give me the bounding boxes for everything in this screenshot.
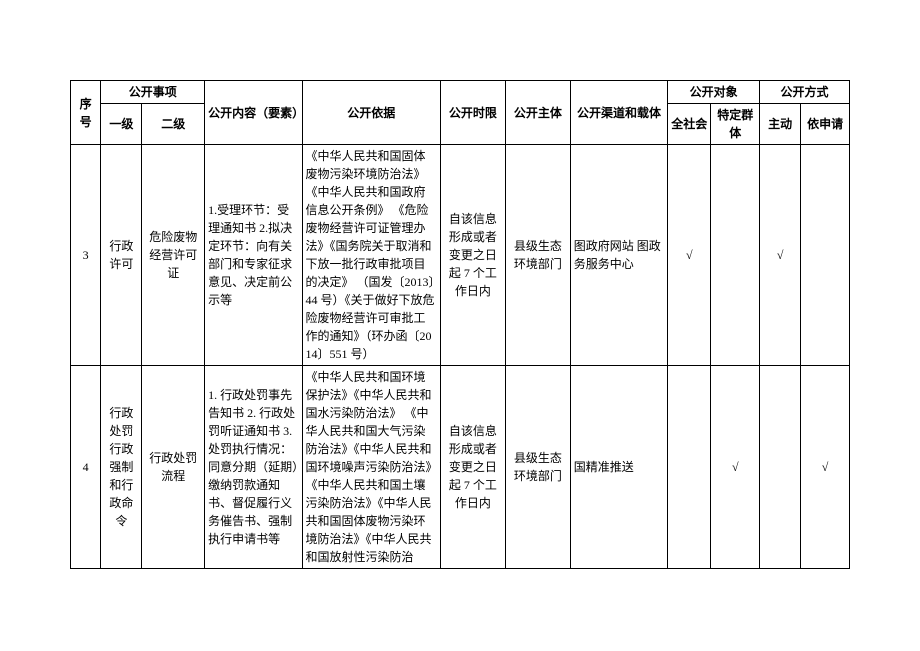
col-target: 公开对象 — [668, 81, 760, 104]
col-channel: 公开渠道和载体 — [570, 81, 667, 145]
cell-level1: 行政许可 — [101, 145, 142, 366]
cell-target-all — [668, 366, 711, 569]
cell-timelimit: 自该信息形成或者变更之日起 7 个工作日内 — [440, 366, 505, 569]
cell-method-active — [760, 366, 801, 569]
cell-basis: 《中华人民共和国环境保护法》《中华人民共和国水污染防治法》 《中华人民共和国大气… — [302, 366, 440, 569]
col-target-specific: 特定群体 — [711, 104, 760, 145]
col-basis: 公开依据 — [302, 81, 440, 145]
col-level2: 二级 — [142, 104, 205, 145]
table-row: 4 行政处罚行政强制和行政命令 行政处罚流程 1. 行政处罚事先告知书 2. 行… — [71, 366, 850, 569]
col-target-all: 全社会 — [668, 104, 711, 145]
col-subject: 公开主体 — [505, 81, 570, 145]
cell-basis: 《中华人民共和国固体废物污染环境防治法》《中华人民共和国政府信息公开条例》 《危… — [302, 145, 440, 366]
table-body: 3 行政许可 危险废物经营许可证 1.受理环节：受理通知书 2.拟决定环节：向有… — [71, 145, 850, 569]
cell-target-specific: √ — [711, 366, 760, 569]
table-header: 序号 公开事项 公开内容（要素） 公开依据 公开时限 公开主体 公开渠道和载体 … — [71, 81, 850, 145]
col-level1: 一级 — [101, 104, 142, 145]
table-row: 3 行政许可 危险废物经营许可证 1.受理环节：受理通知书 2.拟决定环节：向有… — [71, 145, 850, 366]
cell-method-apply: √ — [801, 366, 850, 569]
cell-level2: 危险废物经营许可证 — [142, 145, 205, 366]
cell-level2: 行政处罚流程 — [142, 366, 205, 569]
disclosure-table: 序号 公开事项 公开内容（要素） 公开依据 公开时限 公开主体 公开渠道和载体 … — [70, 80, 850, 569]
cell-subject: 县级生态环境部门 — [505, 366, 570, 569]
page: 序号 公开事项 公开内容（要素） 公开依据 公开时限 公开主体 公开渠道和载体 … — [0, 0, 920, 651]
col-content: 公开内容（要素） — [205, 81, 302, 145]
cell-content: 1.受理环节：受理通知书 2.拟决定环节：向有关部门和专家征求意见、决定前公示等 — [205, 145, 302, 366]
cell-target-all: √ — [668, 145, 711, 366]
cell-subject: 县级生态环境部门 — [505, 145, 570, 366]
col-timelimit: 公开时限 — [440, 81, 505, 145]
cell-target-specific — [711, 145, 760, 366]
col-seq: 序号 — [71, 81, 101, 145]
col-method-active: 主动 — [760, 104, 801, 145]
cell-content: 1. 行政处罚事先告知书 2. 行政处罚听证通知书 3. 处罚执行情况：同意分期… — [205, 366, 302, 569]
col-method: 公开方式 — [760, 81, 850, 104]
cell-seq: 3 — [71, 145, 101, 366]
cell-seq: 4 — [71, 366, 101, 569]
cell-channel: 图政府网站 图政务服务中心 — [570, 145, 667, 366]
cell-level1: 行政处罚行政强制和行政命令 — [101, 366, 142, 569]
cell-timelimit: 自该信息形成或者变更之日起 7 个工作日内 — [440, 145, 505, 366]
cell-method-active: √ — [760, 145, 801, 366]
col-matter: 公开事项 — [101, 81, 205, 104]
col-method-apply: 依申请 — [801, 104, 850, 145]
cell-method-apply — [801, 145, 850, 366]
cell-channel: 国精准推送 — [570, 366, 667, 569]
